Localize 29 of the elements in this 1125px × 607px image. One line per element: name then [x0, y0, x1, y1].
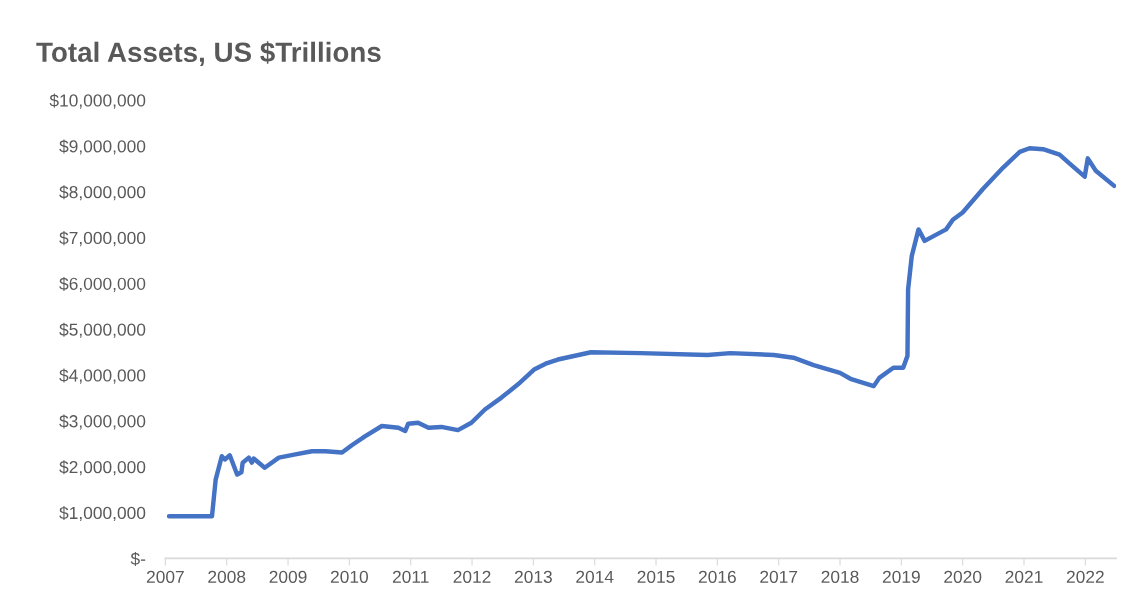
- x-tick-label: 2014: [576, 570, 614, 583]
- y-tick-label: $2,000,000: [59, 460, 146, 476]
- x-tick-label: 2015: [637, 570, 675, 583]
- y-tick-label: $5,000,000: [59, 322, 146, 338]
- y-tick-label: $4,000,000: [59, 368, 146, 384]
- y-tick-label: $1,000,000: [59, 506, 146, 522]
- x-tick-label: 2011: [392, 570, 429, 583]
- x-tick-label: 2021: [1005, 570, 1043, 583]
- chart-title: Total Assets, US $Trillions: [36, 41, 381, 67]
- y-tick-label: $3,000,000: [59, 414, 146, 430]
- y-tick-label: $6,000,000: [59, 276, 146, 292]
- x-tick-label: 2007: [146, 570, 184, 583]
- y-tick-label: $-: [130, 551, 146, 566]
- x-tick-label: 2016: [698, 570, 736, 583]
- y-tick-label: $8,000,000: [59, 185, 146, 201]
- x-tick-label: 2017: [760, 570, 798, 583]
- line-series: [166, 146, 1116, 519]
- x-tick-label: 2019: [882, 570, 920, 583]
- x-tick-label: 2022: [1066, 570, 1104, 583]
- y-tick-label: $9,000,000: [59, 139, 146, 155]
- x-tick-label: 2013: [514, 570, 552, 583]
- x-tick-label: 2008: [208, 570, 246, 583]
- x-tick-label: 2012: [453, 570, 491, 583]
- x-tick-label: 2009: [269, 570, 307, 583]
- y-tick-label: $10,000,000: [49, 93, 146, 109]
- x-tick-label: 2018: [821, 570, 859, 583]
- x-tick-label: 2020: [944, 570, 982, 583]
- y-tick-label: $7,000,000: [59, 231, 146, 247]
- x-tick-label: 2010: [330, 570, 368, 583]
